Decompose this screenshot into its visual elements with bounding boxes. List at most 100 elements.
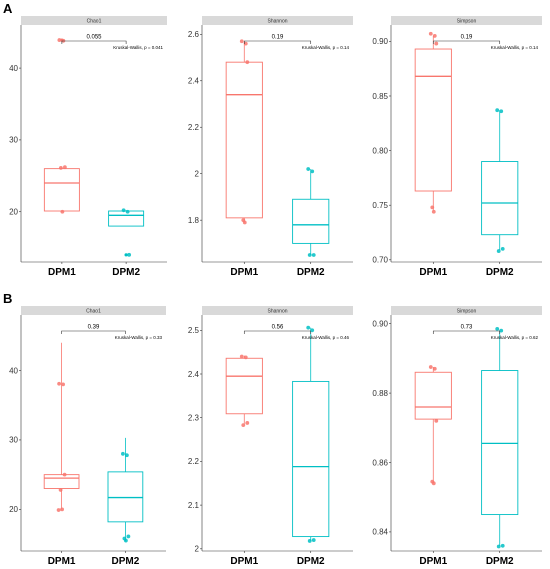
data-point xyxy=(56,508,61,512)
box-dpm1 xyxy=(414,48,452,192)
data-point xyxy=(60,209,65,214)
box-dpm2 xyxy=(292,198,330,244)
data-point xyxy=(245,60,250,65)
y-tick-label: 2.1 xyxy=(188,501,200,510)
chart-panel-a-simpson: Simpson 0.70 0.75 0.80 0.85 0.90 DPM1 DPM2 0.19 K… xyxy=(372,16,542,278)
data-point xyxy=(311,538,316,542)
comparison-bracket xyxy=(243,330,312,334)
x-tick-label: DPM1 xyxy=(419,556,447,567)
data-point xyxy=(239,354,244,359)
y-tick-label: 30 xyxy=(9,136,18,145)
test-label: Kruskal-Wallis, p = 0.46 xyxy=(302,335,350,340)
data-point xyxy=(125,453,129,458)
data-point xyxy=(496,249,501,253)
y-tick-label: 0.75 xyxy=(372,201,388,210)
data-point xyxy=(243,355,248,360)
pvalue-label: 0.19 xyxy=(272,35,284,41)
y-tick-label: 2.4 xyxy=(188,370,200,379)
y-tick-label: 1.8 xyxy=(188,216,200,225)
y-tick-label: 2.2 xyxy=(188,457,200,466)
comparison-bracket xyxy=(61,330,126,334)
x-tick-label: DPM1 xyxy=(419,267,447,278)
data-point xyxy=(241,423,246,428)
data-point xyxy=(434,41,439,46)
data-point xyxy=(495,108,500,113)
y-tick-label: 2 xyxy=(195,545,200,554)
facet-title: Chao1 xyxy=(87,19,102,25)
x-tick-label: DPM2 xyxy=(486,556,514,567)
y-tick-label: 40 xyxy=(9,64,18,73)
y-tick-label: 2.3 xyxy=(188,414,200,423)
y-tick-label: 0.90 xyxy=(372,37,388,46)
y-tick-label: 0.85 xyxy=(372,92,388,101)
x-tick-label: DPM2 xyxy=(112,267,140,278)
comparison-bracket xyxy=(243,40,312,44)
facet-strip xyxy=(202,306,353,315)
data-point xyxy=(431,481,436,486)
data-point xyxy=(125,209,130,214)
data-point xyxy=(500,246,505,251)
test-label: Kruskal-Wallis, p = 0.62 xyxy=(491,335,539,340)
data-point xyxy=(428,31,433,36)
box-dpm1 xyxy=(225,357,263,415)
box-dpm2 xyxy=(292,380,330,538)
outlier-point xyxy=(124,253,128,257)
box-dpm1 xyxy=(414,371,452,420)
y-tick-label: 2.6 xyxy=(188,30,200,39)
x-tick-label: DPM2 xyxy=(486,267,514,278)
data-point xyxy=(58,488,63,492)
data-point xyxy=(500,543,505,548)
x-tick-label: DPM1 xyxy=(48,267,76,278)
pvalue-label: 0.39 xyxy=(88,325,100,331)
comparison-bracket xyxy=(432,330,501,334)
data-point xyxy=(121,451,125,456)
y-tick-label: 2.2 xyxy=(188,123,200,132)
facet-strip xyxy=(21,306,166,315)
chart-panel-a-chao1: Chao1 20 30 40 DPM1 DPM2 0.055 Kruskal-Wallis, … xyxy=(9,16,167,278)
box-dpm2 xyxy=(108,210,145,227)
data-point xyxy=(127,252,132,257)
data-point xyxy=(121,208,126,213)
data-point xyxy=(62,472,67,477)
x-tick-label: DPM1 xyxy=(230,267,258,278)
box-dpm2 xyxy=(107,471,144,523)
y-tick-label: 0.88 xyxy=(372,389,388,398)
x-tick-label: DPM2 xyxy=(297,556,325,567)
data-point xyxy=(310,169,315,174)
data-point xyxy=(60,507,64,512)
facet-strip xyxy=(391,306,542,315)
data-point xyxy=(306,325,311,330)
y-tick-label: 30 xyxy=(9,436,18,445)
y-tick-label: 2.5 xyxy=(188,326,200,335)
chart-panel-b-chao1: Chao1 20 30 40 DPM1 DPM2 0.39 Kruskal-Wallis, p… xyxy=(9,306,166,567)
test-label: Kruskal-Wallis, p = 0.14 xyxy=(302,45,350,50)
data-point xyxy=(311,253,316,257)
y-tick-label: 40 xyxy=(9,366,18,375)
y-tick-label: 0.70 xyxy=(372,256,388,265)
facet-strip xyxy=(21,16,167,25)
data-point xyxy=(499,109,504,114)
pvalue-label: 0.19 xyxy=(461,35,473,41)
data-point xyxy=(499,328,504,333)
x-tick-label: DPM1 xyxy=(48,556,76,567)
facet-title: Shannon xyxy=(267,19,287,25)
data-point xyxy=(61,382,65,387)
pvalue-label: 0.055 xyxy=(86,35,102,41)
facet-title: Shannon xyxy=(267,309,287,315)
data-point xyxy=(434,418,439,423)
data-point xyxy=(496,544,501,549)
data-point xyxy=(432,366,437,371)
data-point xyxy=(243,41,248,46)
test-label: Kruskal-Wallis, p = 0.041 xyxy=(113,45,163,50)
comparison-bracket xyxy=(432,40,501,44)
data-point xyxy=(62,165,67,170)
data-point xyxy=(239,39,244,44)
pvalue-label: 0.73 xyxy=(461,325,473,331)
data-point xyxy=(57,381,61,386)
y-tick-label: 0.84 xyxy=(372,528,388,537)
data-point xyxy=(124,538,128,543)
panel-label-b: B xyxy=(3,291,13,306)
chart-panel-a-shannon: Shannon 1.8 2 2.2 2.4 2.6 DPM1 DPM2 0.19 Kruskal-… xyxy=(188,16,353,278)
data-point xyxy=(245,421,250,425)
box-dpm1 xyxy=(43,474,80,489)
